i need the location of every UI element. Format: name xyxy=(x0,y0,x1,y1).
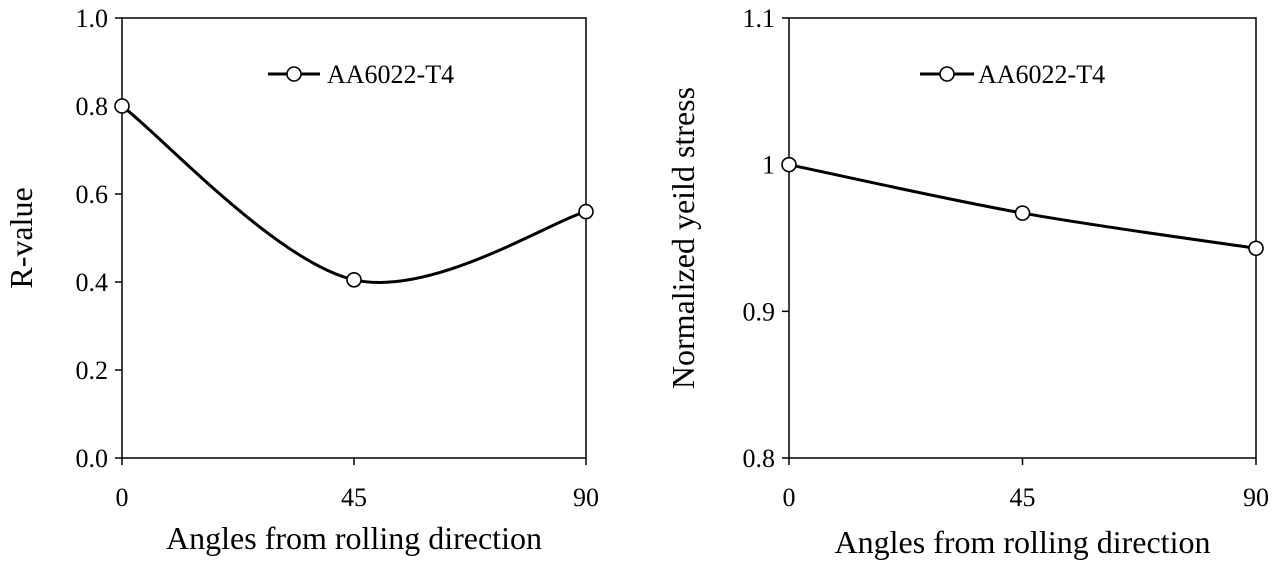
legend-marker xyxy=(286,66,302,82)
y-tick-label: 0.6 xyxy=(76,180,109,209)
x-tick-label: 90 xyxy=(573,483,599,512)
x-tick-label: 90 xyxy=(1243,483,1269,512)
legend: AA6022-T4 xyxy=(268,60,454,89)
y-tick-label: 1 xyxy=(762,151,775,180)
x-axis-label: Angles from rolling direction xyxy=(835,524,1211,560)
x-tick-label: 0 xyxy=(783,483,796,512)
y-tick-label: 0.4 xyxy=(76,268,109,297)
y-tick-label: 0.0 xyxy=(76,444,109,473)
normalized-yield-stress-chart: 0.8 0.9 1 1.1 0 45 90 Angles from rolling direc… xyxy=(665,4,1269,560)
data-point xyxy=(1014,205,1031,221)
data-point xyxy=(114,98,130,114)
y-tick-label: 1.0 xyxy=(76,4,109,33)
legend-label: AA6022-T4 xyxy=(327,60,454,89)
legend-marker xyxy=(939,66,955,82)
r-value-chart: 0.0 0.2 0.4 0.6 0.8 1.0 0 45 90 Angles from rolli… xyxy=(3,4,599,556)
y-tick-label: 0.8 xyxy=(76,92,109,121)
x-tick-label: 0 xyxy=(116,483,129,512)
data-point xyxy=(781,156,797,173)
x-tick-label: 45 xyxy=(1010,483,1036,512)
x-axis-label: Angles from rolling direction xyxy=(166,520,542,556)
y-tick-label: 1.1 xyxy=(743,4,776,33)
x-tick-label: 45 xyxy=(341,483,367,512)
series-line xyxy=(121,104,587,284)
y-tick-label: 0.8 xyxy=(743,444,776,473)
y-axis-label: R-value xyxy=(3,187,39,288)
y-tick-label: 0.2 xyxy=(76,356,109,385)
legend-label: AA6022-T4 xyxy=(978,60,1105,89)
y-tick-label: 0.9 xyxy=(743,297,776,326)
data-point xyxy=(346,271,362,288)
data-point xyxy=(1248,240,1264,257)
y-axis-label: Normalized yeild stress xyxy=(665,87,701,389)
data-point xyxy=(578,203,594,220)
legend: AA6022-T4 xyxy=(920,60,1105,89)
